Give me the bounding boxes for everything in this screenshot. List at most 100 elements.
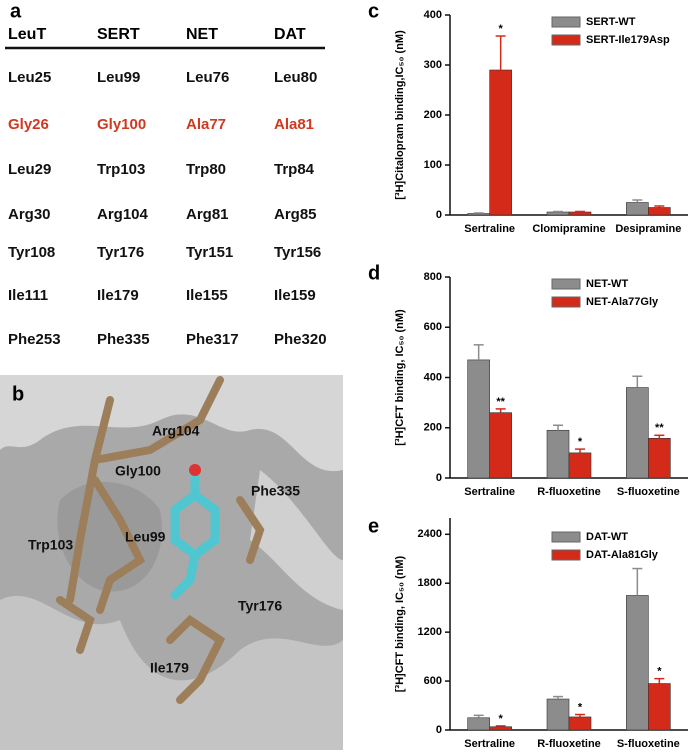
bar — [648, 207, 671, 216]
table-cell: Leu25 — [8, 69, 51, 86]
panel-label: b — [12, 383, 24, 405]
y-tick-label: 400 — [424, 9, 442, 21]
bar — [626, 387, 649, 479]
residue-label: Tyr176 — [238, 598, 282, 614]
x-tick-label: R-fluoxetine — [537, 738, 601, 750]
bar — [568, 452, 592, 479]
bar — [568, 211, 592, 216]
y-tick-label: 600 — [424, 321, 442, 333]
legend-label: SERT-Ile179Asp — [586, 34, 670, 46]
table-cell: Arg85 — [274, 206, 317, 223]
error-bar — [495, 408, 506, 413]
table-header: LeuT — [8, 26, 46, 43]
error-bar — [654, 677, 665, 684]
error-bar — [575, 448, 585, 453]
table-cell: Gly100 — [97, 116, 146, 133]
y-tick-label: 0 — [436, 209, 442, 221]
bar — [648, 438, 671, 479]
error-bar — [495, 35, 506, 70]
error-bar — [575, 210, 585, 213]
table-cell: Arg81 — [186, 206, 229, 223]
residue-label: Gly100 — [115, 463, 161, 479]
significance-star: * — [578, 701, 583, 713]
error-bar — [632, 199, 643, 203]
y-tick-label: 300 — [424, 59, 442, 71]
table-cell: Arg30 — [8, 206, 51, 223]
table-header: NET — [186, 26, 218, 43]
y-axis-label: [³H]Citalopram binding,IC₅₀ (nM) — [394, 30, 406, 200]
table-header: DAT — [274, 26, 306, 43]
y-tick-label: 2400 — [418, 528, 442, 540]
bar — [546, 429, 570, 479]
table-cell: Tyr176 — [97, 244, 144, 261]
table-cell: Trp103 — [97, 161, 145, 178]
x-tick-label: Sertraline — [464, 738, 515, 750]
x-tick-label: Sertraline — [464, 223, 515, 235]
table-cell: Ile155 — [186, 287, 228, 304]
x-tick-label: Desipramine — [615, 223, 681, 235]
significance-star: * — [578, 436, 583, 448]
y-axis-label: [³H]CFT binding, IC₅₀ (nM) — [394, 309, 406, 446]
error-bar — [654, 205, 665, 208]
residue-label: Leu99 — [125, 529, 166, 545]
residue-label: Trp103 — [28, 537, 73, 553]
x-tick-label: S-fluoxetine — [617, 738, 680, 750]
table-cell: Phe335 — [97, 331, 150, 348]
bar — [546, 698, 570, 731]
residue-label: Arg104 — [152, 423, 200, 439]
table-cell: Leu99 — [97, 69, 140, 86]
significance-star: * — [657, 666, 662, 678]
legend-swatch — [551, 531, 581, 543]
panel-label: e — [368, 515, 379, 537]
y-tick-label: 1800 — [418, 577, 442, 589]
table-cell: Phe317 — [186, 331, 239, 348]
error-bar — [575, 713, 585, 717]
legend-swatch — [551, 16, 581, 28]
y-tick-label: 400 — [424, 371, 442, 383]
table-cell: Ala81 — [274, 116, 314, 133]
residue-label: Phe335 — [251, 483, 300, 499]
x-tick-label: R-fluoxetine — [537, 486, 601, 498]
y-tick-label: 200 — [424, 422, 442, 434]
bar — [467, 359, 490, 479]
significance-star: * — [499, 713, 504, 725]
x-tick-label: S-fluoxetine — [617, 486, 680, 498]
table-cell: Leu80 — [274, 69, 317, 86]
table-header: SERT — [97, 26, 140, 43]
panel-label: c — [368, 0, 379, 22]
y-tick-label: 0 — [436, 724, 442, 736]
x-tick-label: Clomipramine — [532, 223, 605, 235]
y-tick-label: 1200 — [418, 626, 442, 638]
legend-swatch — [551, 278, 581, 290]
bar — [489, 69, 512, 216]
table-cell: Ile159 — [274, 287, 316, 304]
structure-image — [0, 375, 343, 750]
error-bar — [553, 424, 563, 431]
significance-star: ** — [655, 422, 664, 434]
table-cell: Trp80 — [186, 161, 226, 178]
residue-label: Ile179 — [150, 660, 189, 676]
table-cell: Ala77 — [186, 116, 226, 133]
error-bar — [473, 344, 484, 360]
error-bar — [632, 567, 643, 596]
bar — [648, 683, 671, 731]
legend-label: DAT-WT — [586, 531, 628, 543]
legend-swatch — [551, 549, 581, 561]
table-cell: Tyr156 — [274, 244, 321, 261]
y-tick-label: 800 — [424, 271, 442, 283]
panel-label: d — [368, 262, 380, 284]
legend-label: NET-WT — [586, 278, 628, 290]
table-cell: Trp84 — [274, 161, 315, 178]
bar — [626, 595, 649, 731]
table-cell: Arg104 — [97, 206, 149, 223]
table-cell: Tyr108 — [8, 244, 55, 261]
bar — [626, 202, 649, 216]
error-bar — [553, 695, 563, 700]
y-tick-label: 0 — [436, 472, 442, 484]
significance-star: * — [499, 23, 504, 35]
bar — [489, 412, 512, 479]
bar — [568, 716, 592, 731]
y-tick-label: 600 — [424, 675, 442, 687]
legend-label: SERT-WT — [586, 16, 636, 28]
